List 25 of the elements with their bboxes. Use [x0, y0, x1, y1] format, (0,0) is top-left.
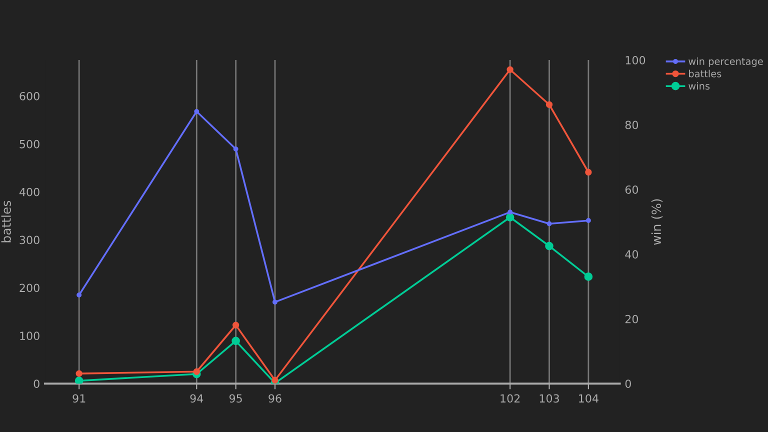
y-tick-label: 400 — [19, 188, 40, 196]
legend-label: win percentage — [688, 57, 763, 67]
y2-tick-label: 20 — [625, 314, 638, 324]
x-tick-label: 91 — [72, 394, 86, 403]
x-tick-label: 104 — [579, 394, 598, 403]
x-tick-label: 102 — [500, 394, 520, 403]
y2-tick-label: 80 — [625, 120, 638, 130]
x-tick-label: 95 — [229, 394, 242, 403]
y-tick-label: 300 — [20, 236, 40, 244]
y-tick-label: 200 — [20, 284, 40, 292]
y2-axis-title: win (%) — [651, 199, 663, 245]
legend-label: battles — [689, 70, 722, 78]
y-tick-label: 100 — [20, 332, 40, 340]
y2-tick-label: 100 — [626, 56, 646, 64]
y2-tick-label: 60 — [625, 185, 638, 194]
x-tick-label: 96 — [268, 394, 282, 403]
x-tick-label: 94 — [190, 394, 204, 403]
y2-tick-label: 40 — [625, 250, 638, 259]
y-axis-title: battles — [1, 200, 11, 242]
legend-label: wins — [688, 82, 710, 90]
y-tick-label: 600 — [20, 92, 40, 100]
y2-tick-label: 0 — [625, 380, 631, 388]
y-tick-label: 500 — [20, 140, 40, 148]
x-tick-label: 103 — [540, 394, 559, 403]
y-tick-label: 0 — [34, 380, 40, 388]
